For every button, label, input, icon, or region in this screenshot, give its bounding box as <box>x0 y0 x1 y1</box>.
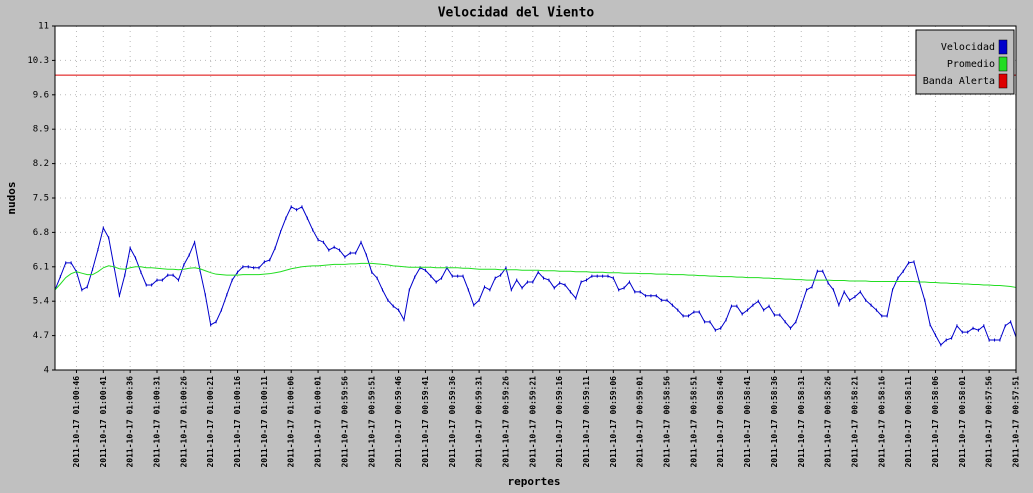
y-tick-label: 8.9 <box>33 125 49 135</box>
x-tick-label: 2011-10-17 00:58:16 <box>877 376 886 468</box>
x-tick-label: 2011-10-17 00:58:41 <box>743 376 752 468</box>
legend-box <box>915 29 1015 95</box>
y-tick-label: 6.8 <box>33 228 49 238</box>
chart-title: Velocidad del Viento <box>438 6 595 21</box>
x-axis-label: reportes <box>508 475 561 488</box>
x-tick-label: 2011-10-17 01:00:46 <box>72 376 81 468</box>
x-tick-label: 2011-10-17 00:58:51 <box>689 376 698 468</box>
x-tick-label: 2011-10-17 01:00:31 <box>153 376 162 468</box>
x-tick-label: 2011-10-17 01:00:06 <box>287 376 296 468</box>
x-tick-label: 2011-10-17 00:59:56 <box>340 376 349 468</box>
legend-label: Promedio <box>947 59 995 70</box>
x-tick-label: 2011-10-17 00:58:46 <box>716 376 725 468</box>
x-tick-label: 2011-10-17 01:00:26 <box>179 376 188 468</box>
x-tick-label: 2011-10-17 00:58:06 <box>931 376 940 468</box>
x-tick-label: 2011-10-17 00:58:31 <box>797 376 806 468</box>
y-tick-label: 10.3 <box>27 56 49 66</box>
x-tick-label: 2011-10-17 00:59:16 <box>555 376 564 468</box>
y-tick-label: 8.2 <box>33 159 49 169</box>
x-tick-label: 2011-10-17 00:59:21 <box>528 376 537 468</box>
x-tick-label: 2011-10-17 01:00:21 <box>206 376 215 468</box>
x-tick-label: 2011-10-17 00:59:26 <box>501 376 510 468</box>
y-tick-label: 11 <box>38 22 49 32</box>
x-tick-label: 2011-10-17 00:58:36 <box>770 376 779 468</box>
x-tick-label: 2011-10-17 00:58:26 <box>824 376 833 468</box>
y-tick-label: 7.5 <box>33 194 49 204</box>
y-tick-label: 5.4 <box>33 297 49 307</box>
x-tick-label: 2011-10-17 00:59:06 <box>609 376 618 468</box>
x-tick-label: 2011-10-17 00:59:31 <box>475 376 484 468</box>
x-tick-label: 2011-10-17 00:58:11 <box>904 376 913 468</box>
x-tick-label: 2011-10-17 00:58:56 <box>663 376 672 468</box>
legend-swatch <box>998 56 1008 72</box>
x-tick-label: 2011-10-17 00:59:41 <box>421 376 430 468</box>
x-tick-label: 2011-10-17 00:59:36 <box>448 376 457 468</box>
y-tick-label: 4 <box>44 366 49 376</box>
y-tick-label: 4.7 <box>33 331 49 341</box>
legend-label: Velocidad <box>941 42 995 53</box>
x-tick-label: 2011-10-17 00:58:21 <box>850 376 859 468</box>
x-tick-label: 2011-10-17 01:00:41 <box>99 376 108 468</box>
x-tick-label: 2011-10-17 00:58:01 <box>958 376 967 468</box>
legend-label: Banda Alerta <box>923 76 995 87</box>
x-tick-label: 2011-10-17 00:57:51 <box>1012 376 1021 468</box>
y-tick-label: 6.1 <box>33 262 49 272</box>
x-tick-label: 2011-10-17 00:59:01 <box>636 376 645 468</box>
series-line <box>54 206 1017 346</box>
x-tick-label: 2011-10-17 01:00:16 <box>233 376 242 468</box>
x-tick-label: 2011-10-17 00:57:56 <box>985 376 994 468</box>
x-tick-label: 2011-10-17 01:00:11 <box>260 376 269 468</box>
legend: Velocidad Promedio Banda Alerta <box>915 29 1015 95</box>
x-tick-label: 2011-10-17 00:59:11 <box>582 376 591 468</box>
y-tick-label: 9.6 <box>33 90 49 100</box>
x-tick-label: 2011-10-17 00:59:51 <box>367 376 376 468</box>
y-axis-label: nudos <box>5 181 18 214</box>
x-tick-label: 2011-10-17 01:00:36 <box>126 376 135 468</box>
plot-area <box>54 25 1017 371</box>
x-tick-label: 2011-10-17 00:59:46 <box>394 376 403 468</box>
series-line <box>54 262 1017 291</box>
legend-swatch <box>998 73 1008 89</box>
x-tick-label: 2011-10-17 01:00:01 <box>314 376 323 468</box>
legend-swatch <box>998 39 1008 55</box>
